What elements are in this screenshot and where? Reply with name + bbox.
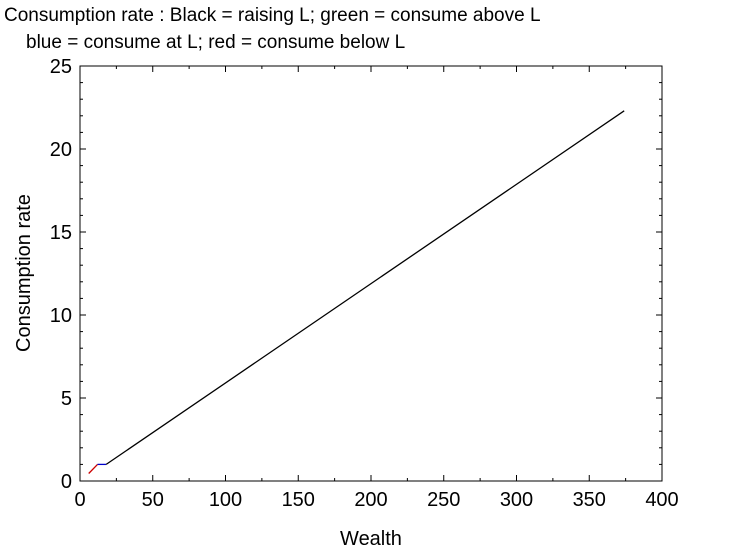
y-axis: 0 5 10 15 20 25 xyxy=(50,56,662,493)
y-tick-label: 15 xyxy=(50,222,72,244)
x-tick-label: 150 xyxy=(282,489,315,511)
x-tick-label: 250 xyxy=(427,489,460,511)
y-tick-label: 10 xyxy=(50,305,72,327)
series-line-3 xyxy=(105,110,625,465)
x-axis: 0 50 100 150 200 250 300 350 400 xyxy=(74,66,679,511)
y-tick-label: 0 xyxy=(61,471,72,493)
x-tick-label: 300 xyxy=(500,489,533,511)
chart-title: Consumption rate : Black = raising L; gr… xyxy=(4,5,541,26)
y-tick-label: 5 xyxy=(61,388,72,410)
y-axis-label: Consumption rate xyxy=(13,194,35,352)
x-axis-label: Wealth xyxy=(340,528,402,550)
x-tick-label: 50 xyxy=(142,489,164,511)
x-tick-label: 350 xyxy=(573,489,606,511)
series-layer xyxy=(88,110,625,474)
x-tick-label: 100 xyxy=(209,489,242,511)
x-tick-label: 400 xyxy=(645,489,678,511)
series-line-1 xyxy=(88,463,98,474)
x-tick-label: 0 xyxy=(74,489,85,511)
y-tick-label: 25 xyxy=(50,56,72,78)
x-tick-label: 200 xyxy=(354,489,387,511)
y-tick-label: 20 xyxy=(50,139,72,161)
plot-area xyxy=(79,65,663,482)
chart-subtitle: blue = consume at L; red = consume below… xyxy=(26,32,405,53)
